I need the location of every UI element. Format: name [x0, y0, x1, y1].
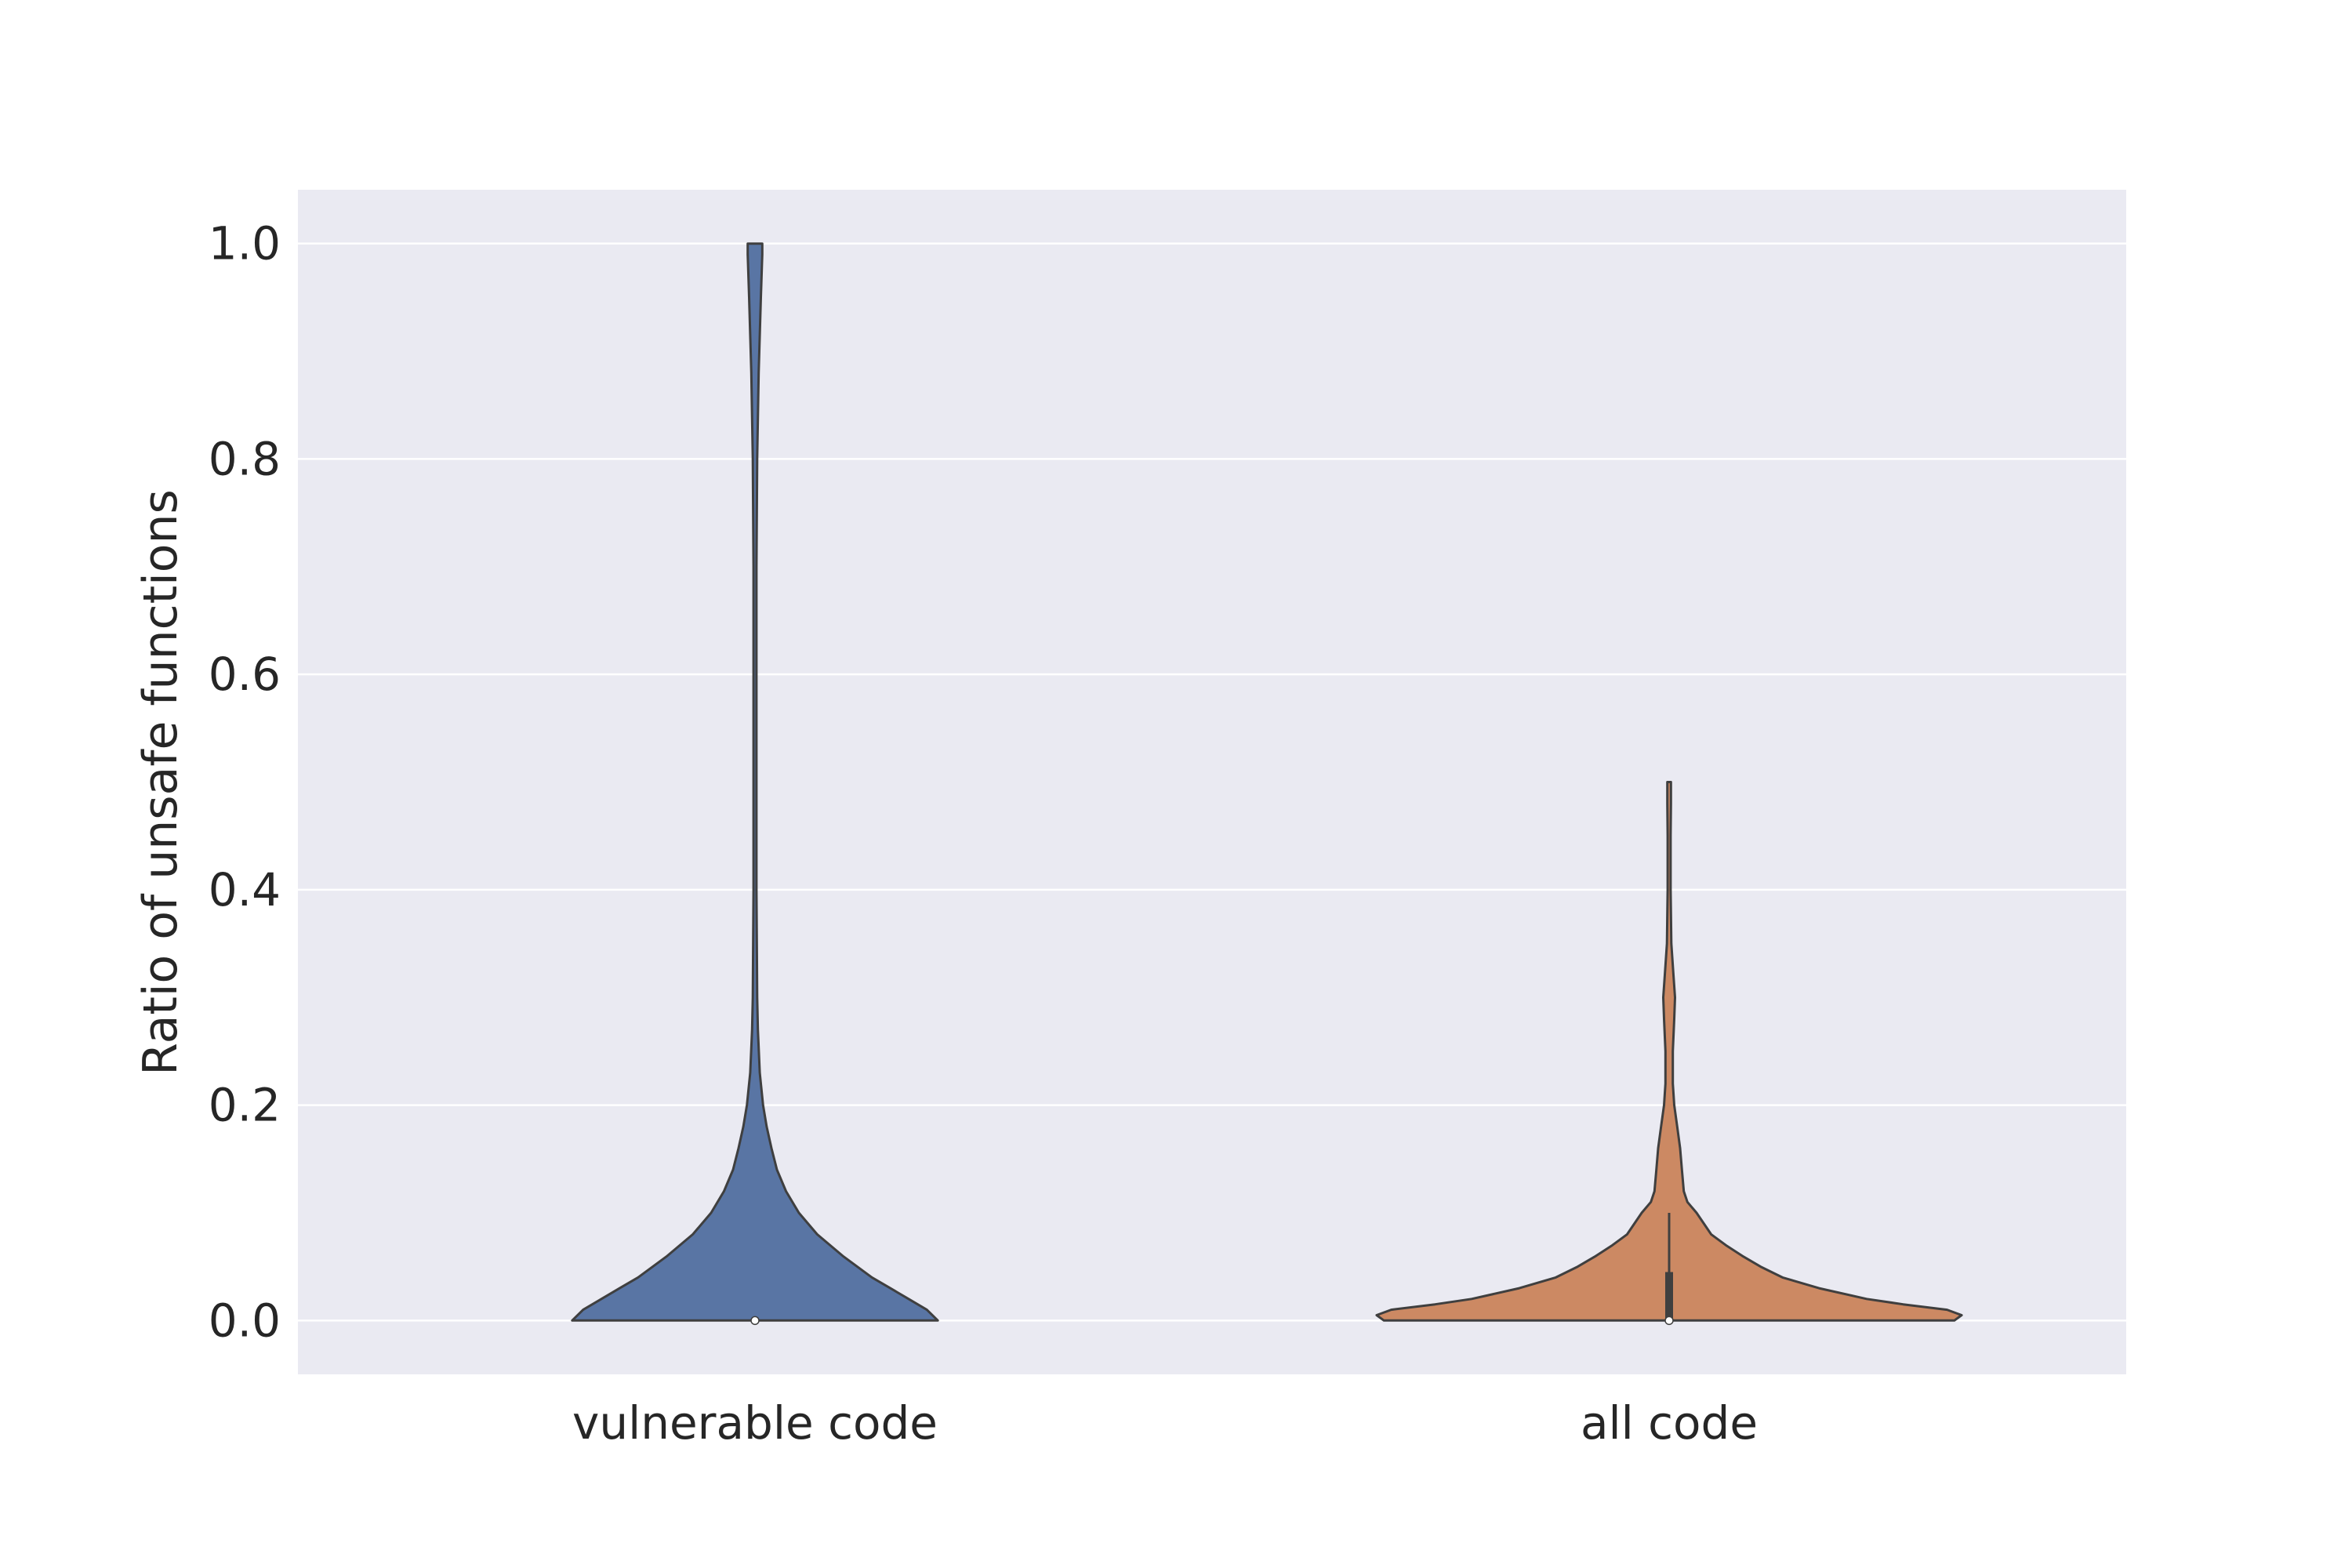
- y-tick-label: 0.2: [209, 1079, 281, 1132]
- plot-background: [298, 190, 2126, 1374]
- y-axis-label: Ratio of unsafe functions: [133, 489, 188, 1076]
- x-tick-labels: vulnerable code all code: [572, 1396, 1758, 1450]
- violin-iqr-box: [1665, 1272, 1673, 1321]
- y-tick-label: 0.4: [209, 863, 281, 916]
- y-tick-labels: 0.0 0.2 0.4 0.6 0.8 1.0: [209, 217, 281, 1348]
- y-tick-label: 0.6: [209, 648, 281, 701]
- violin-median-point: [1664, 1316, 1674, 1326]
- violin-body: [1375, 781, 1963, 1322]
- violins-group: [571, 242, 1963, 1326]
- x-tick-label: all code: [1581, 1396, 1758, 1450]
- violin-body: [571, 242, 939, 1322]
- x-tick-label: vulnerable code: [572, 1396, 938, 1450]
- y-tick-label: 1.0: [209, 217, 281, 270]
- violin-median-point: [750, 1316, 760, 1326]
- y-tick-label: 0.0: [209, 1294, 281, 1347]
- y-tick-label: 0.8: [209, 432, 281, 485]
